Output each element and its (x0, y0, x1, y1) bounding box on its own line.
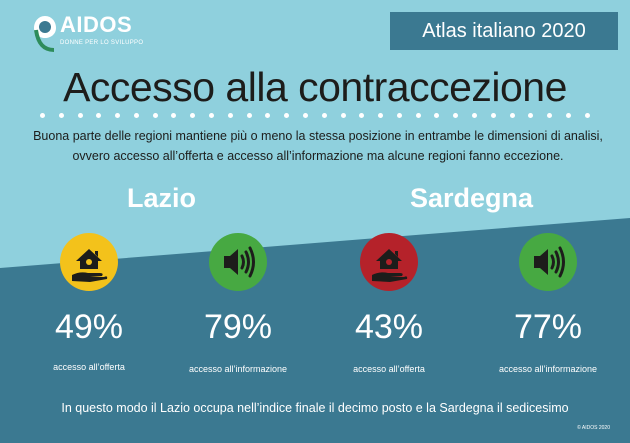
dotted-divider (40, 113, 590, 119)
house-hand-icon (360, 233, 418, 291)
page-title: Accesso alla contraccezione (63, 64, 567, 110)
speaker-icon (209, 233, 267, 291)
sardegna-info-value: 77% (513, 308, 583, 346)
sardegna-offer-label: accesso all’offerta (353, 364, 425, 374)
lazio-offer-value: 49% (54, 308, 124, 346)
lazio-info-value: 79% (203, 308, 273, 346)
region-name-sardegna: Sardegna (410, 183, 534, 213)
house-hand-icon (60, 233, 118, 291)
sardegna-offer-value: 43% (354, 308, 424, 346)
region-name-lazio: Lazio (127, 183, 197, 213)
brand-name: AIDOS (60, 12, 133, 37)
sardegna-info-label: accesso all’informazione (498, 364, 598, 374)
copyright: © AIDOS 2020 (577, 425, 610, 431)
intro-text: Buona parte delle regioni mantiene più o… (33, 129, 603, 163)
brand-tagline: DONNE PER LO SVILUPPO (60, 40, 144, 46)
aidos-logo-icon (34, 16, 56, 52)
atlas-label: Atlas italiano 2020 (390, 12, 618, 50)
lazio-offer-label: accesso all’offerta (53, 362, 125, 372)
lazio-info-label: accesso all’informazione (188, 364, 288, 374)
footer-text: In questo modo il Lazio occupa nell’indi… (61, 401, 569, 415)
speaker-icon (519, 233, 577, 291)
